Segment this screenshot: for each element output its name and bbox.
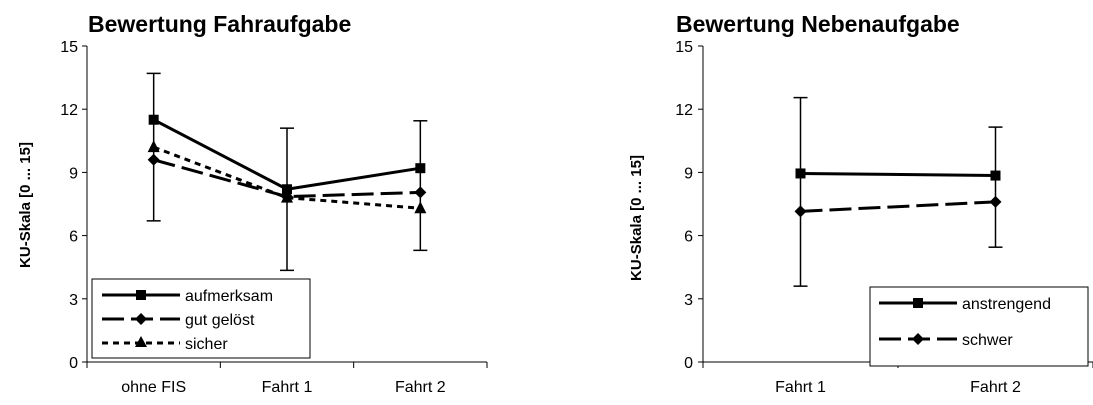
data-point-diamond [414, 186, 427, 199]
data-point-triangle [414, 201, 427, 214]
legend-marker-square [913, 298, 923, 308]
legend-label-schwer: schwer [962, 332, 1013, 349]
y-tick-label: 12 [60, 102, 78, 119]
legend: aufmerksam gut gelöst sicher [91, 278, 311, 359]
series-line-schwer [800, 200, 996, 213]
y-tick-label: 15 [60, 39, 78, 56]
data-point-triangle [281, 190, 293, 203]
series-line-sicher [153, 145, 421, 210]
legend-box [91, 278, 311, 359]
y-tick-label: 15 [675, 39, 693, 56]
legend-label-gut-geloest: gut gelöst [185, 312, 255, 329]
data-point-diamond [989, 195, 1002, 208]
x-tick-label: Fahrt 2 [395, 379, 446, 396]
y-tick-label: 12 [675, 102, 693, 119]
y-axis-label: KU-Skala [0 ... 15] [628, 155, 645, 281]
x-tick-label: Fahrt 2 [970, 379, 1021, 396]
series-line-anstrengend [800, 171, 996, 178]
y-tick-label: 6 [684, 229, 693, 246]
y-tick-label: 0 [69, 355, 78, 372]
data-point-diamond [147, 153, 160, 166]
data-point-square [795, 168, 806, 179]
axes: 0 3 6 9 12 15 Fahrt 1 Fahrt 2 [675, 39, 1093, 396]
legend-marker-triangle [135, 336, 147, 347]
x-tick-label: Fahrt 1 [775, 379, 826, 396]
y-tick-label: 0 [684, 355, 693, 372]
legend-label-sicher: sicher [185, 336, 228, 353]
legend-marker-square [136, 290, 146, 300]
chart-title: Bewertung Fahraufgabe [88, 11, 351, 37]
legend-box [869, 286, 1089, 367]
y-tick-label: 3 [684, 292, 693, 309]
data-point-triangle [147, 140, 160, 153]
series-markers [794, 168, 1002, 218]
y-tick-label: 6 [69, 229, 78, 246]
legend-label-aufmerksam: aufmerksam [185, 288, 273, 305]
chart-nebenaufgabe: Bewertung Nebenaufgabe KU-Skala [0 ... 1… [628, 11, 1093, 396]
error-bars [146, 72, 428, 272]
data-point-diamond [794, 205, 807, 218]
error-bars [793, 96, 1003, 287]
y-tick-label: 3 [69, 292, 78, 309]
chart-fahraufgabe: Bewertung Fahraufgabe KU-Skala [0 ... 15… [17, 11, 488, 396]
y-tick-label: 9 [69, 165, 78, 182]
data-point-square [148, 114, 159, 125]
series-markers [147, 114, 427, 214]
series-line-gut-gelöst [153, 158, 421, 199]
legend: anstrengend schwer [869, 286, 1089, 367]
series-lines [800, 171, 996, 213]
chart-title: Bewertung Nebenaufgabe [676, 11, 960, 37]
legend-marker-diamond [912, 333, 924, 345]
legend-label-anstrengend: anstrengend [962, 296, 1051, 313]
x-tick-label: ohne FIS [121, 379, 186, 396]
data-point-square [990, 170, 1001, 181]
y-tick-label: 9 [684, 165, 693, 182]
data-point-square [415, 163, 426, 174]
data-point-square [282, 184, 292, 195]
axes: 0 3 6 9 12 15 ohne FIS Fahrt 1 Fahrt 2 [60, 39, 488, 396]
x-tick-label: Fahrt 1 [262, 379, 313, 396]
y-axis-label: KU-Skala [0 ... 15] [17, 142, 34, 268]
legend-marker-diamond [135, 313, 147, 325]
